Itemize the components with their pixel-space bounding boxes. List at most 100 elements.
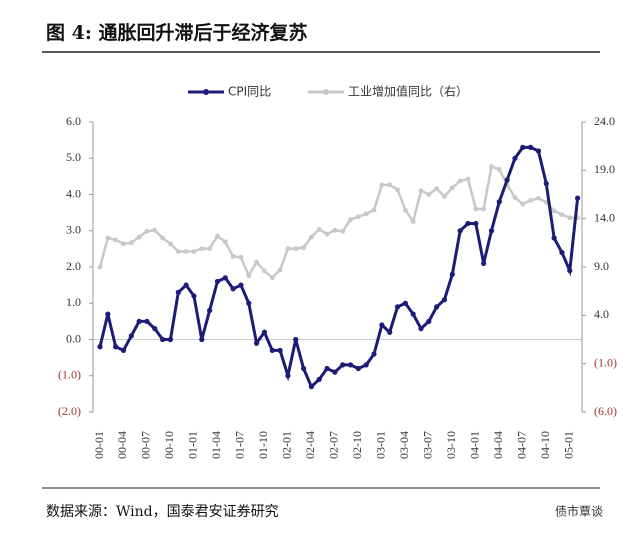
point	[489, 164, 494, 169]
point	[575, 195, 581, 201]
point	[293, 246, 299, 252]
point	[136, 234, 142, 240]
y2-tick-label: 24.0	[594, 114, 615, 128]
point	[253, 340, 260, 346]
point	[285, 246, 291, 252]
point	[168, 241, 173, 247]
point	[183, 282, 189, 288]
point	[496, 166, 502, 172]
x-tick-label: 01-04	[209, 431, 223, 459]
x-tick-label: 03-01	[374, 431, 388, 459]
x-tick-label: 02-04	[303, 431, 317, 459]
point	[355, 365, 361, 372]
point	[144, 228, 150, 234]
x-tick-label: 02-01	[280, 431, 294, 459]
point	[97, 264, 103, 270]
point	[246, 300, 252, 306]
point	[113, 237, 119, 243]
point	[567, 268, 573, 274]
point	[191, 293, 197, 299]
x-tick-label: 00-07	[139, 431, 153, 459]
x-tick-label: 01-01	[186, 431, 200, 459]
point	[308, 384, 314, 390]
point	[481, 206, 487, 212]
point	[277, 347, 283, 353]
point	[152, 326, 158, 332]
point	[238, 254, 244, 260]
point	[222, 239, 228, 245]
chart-title: 图 4: 通胀回升滞后于经济复苏	[46, 21, 307, 44]
legend-label: CPI同比	[228, 85, 271, 99]
x-tick-label: 03-04	[397, 431, 411, 459]
point	[536, 195, 541, 201]
point	[402, 300, 408, 306]
point	[277, 267, 283, 273]
point	[316, 226, 322, 232]
y-tick-label: 3.0	[66, 223, 81, 237]
point	[355, 214, 361, 220]
point	[410, 311, 416, 317]
x-tick-label: 01-10	[256, 431, 270, 459]
point	[340, 228, 346, 234]
point	[394, 304, 401, 310]
x-tick-label: 04-01	[468, 431, 482, 459]
point	[293, 336, 299, 343]
point	[128, 240, 134, 246]
point	[191, 249, 197, 254]
point	[215, 233, 220, 239]
point	[363, 362, 369, 368]
y-tick-label: 0.0	[66, 331, 81, 345]
point	[473, 206, 479, 212]
point	[160, 235, 166, 241]
point	[418, 326, 424, 332]
point	[332, 227, 338, 233]
x-tick-label: 04-10	[538, 431, 552, 459]
x-tick-label: 03-07	[421, 431, 435, 459]
point	[324, 231, 330, 237]
point	[199, 336, 205, 343]
point	[105, 235, 111, 241]
point	[379, 182, 385, 188]
point	[567, 215, 573, 221]
point	[262, 268, 267, 274]
point	[473, 220, 479, 227]
x-tick-label: 00-01	[92, 431, 106, 459]
y2-tick-label: 9.0	[594, 259, 609, 273]
point	[214, 278, 221, 285]
point	[457, 178, 463, 184]
point	[449, 185, 455, 191]
point	[371, 207, 377, 213]
point	[395, 187, 400, 193]
point	[426, 318, 432, 324]
y-tick-label: (1.0)	[58, 368, 81, 382]
point	[449, 271, 455, 277]
point	[175, 289, 181, 295]
point	[442, 194, 447, 199]
point	[340, 362, 346, 368]
point	[121, 241, 126, 247]
point	[418, 188, 424, 194]
point	[285, 373, 291, 379]
source: 数据来源：Wind，国泰君安证券研究	[46, 504, 279, 520]
point	[457, 228, 463, 234]
point	[230, 253, 236, 259]
point	[512, 155, 518, 161]
point	[512, 195, 518, 200]
legend-marker	[323, 89, 329, 95]
point	[269, 347, 275, 353]
point	[128, 333, 134, 339]
point	[402, 207, 408, 213]
point	[347, 362, 354, 368]
point	[559, 249, 565, 256]
legend-marker	[203, 89, 209, 95]
x-tick-label: 03-10	[444, 431, 458, 459]
point	[481, 260, 487, 266]
point	[543, 181, 549, 187]
point	[207, 307, 213, 314]
point	[551, 235, 557, 241]
x-tick-label: 00-10	[162, 431, 176, 459]
point	[222, 275, 228, 281]
point	[113, 344, 119, 350]
point	[363, 211, 369, 217]
